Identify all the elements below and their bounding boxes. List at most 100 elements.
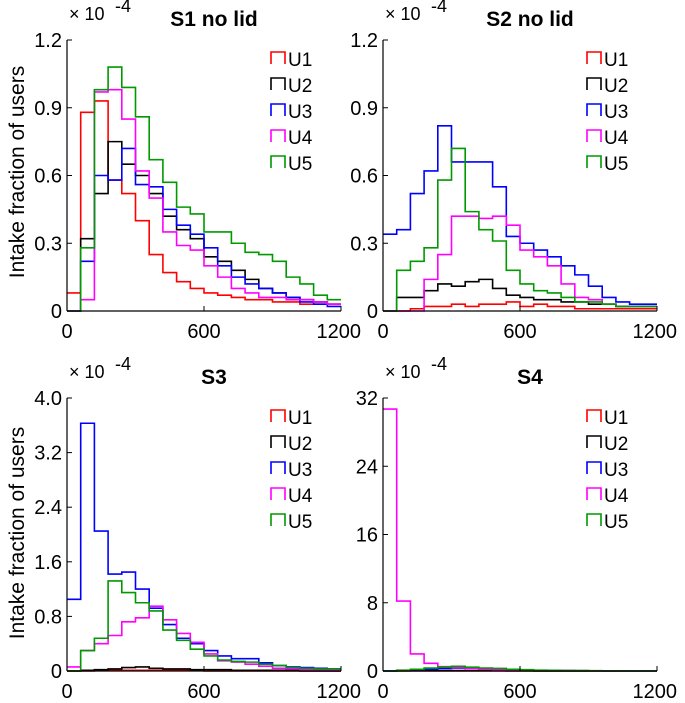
legend-swatch-u3 (586, 461, 602, 474)
series-u2-line (383, 278, 657, 312)
chart-title: S3 (201, 366, 227, 389)
legend-swatch-u4 (270, 487, 286, 500)
legend-label-u2: U2 (604, 434, 628, 455)
x-tick-label: 600 (503, 321, 536, 343)
series-u4-line (67, 88, 341, 312)
y-tick-label: 1.2 (350, 30, 378, 52)
x-tick-label: 600 (187, 681, 220, 703)
y-tick-label: 0 (51, 661, 62, 683)
legend-label-u5: U5 (288, 512, 312, 533)
legend-swatch-u2 (270, 77, 286, 90)
legend-label-u1: U1 (604, 50, 628, 71)
legend-swatch-u1 (586, 51, 602, 64)
series-u4-line (67, 605, 341, 672)
scale-exponent: -4 (431, 0, 447, 16)
y-tick-label: 0.3 (34, 233, 62, 255)
panel-s2: 0 0.3 0.6 0.9 1.2 0 600 1200 × 10 -4 S2 no lid U1 U2… (350, 0, 677, 343)
legend-label-u1: U1 (288, 50, 312, 71)
y-axis-label-bottom: Intake fraction of users (6, 427, 29, 639)
scale-exponent: -4 (431, 354, 447, 374)
y-tick-label: 1.6 (34, 552, 62, 574)
x-tick-label: 0 (61, 681, 72, 703)
y-tick-label: 0.6 (350, 166, 378, 188)
scale-factor-label: × 10 (385, 362, 421, 382)
x-tick-label: 1200 (633, 681, 678, 703)
y-tick-label: 4.0 (34, 388, 62, 410)
chart-title: S1 no lid (170, 8, 258, 31)
legend-label-u5: U5 (604, 154, 628, 175)
legend-swatch-u5 (586, 155, 602, 168)
legend-label-u4: U4 (604, 128, 629, 149)
legend-label-u4: U4 (288, 128, 313, 149)
series-u2-line (67, 666, 341, 672)
x-tick-label: 600 (503, 681, 536, 703)
x-tick-label: 1200 (633, 321, 678, 343)
legend-label-u2: U2 (288, 76, 312, 97)
legend-swatch-u5 (270, 513, 286, 526)
y-tick-label: 32 (356, 388, 378, 410)
series-u3-line (67, 147, 341, 312)
series-u5-line (67, 66, 341, 312)
legend-swatch-u5 (586, 513, 602, 526)
chart-title: S2 no lid (486, 8, 574, 31)
legend-label-u3: U3 (604, 460, 628, 481)
y-tick-label: 8 (367, 593, 378, 615)
y-tick-label: 3.2 (34, 443, 62, 465)
y-tick-label: 0.9 (350, 98, 378, 120)
legend-label-u2: U2 (604, 76, 628, 97)
x-tick-label: 0 (61, 321, 72, 343)
x-tick-label: 600 (187, 321, 220, 343)
panels: 0 0.3 0.6 0.9 1.2 0 600 1200 × 10 -4 S1 no lid U1 U2… (34, 0, 677, 703)
scale-exponent: -4 (115, 0, 131, 16)
legend-label-u3: U3 (288, 102, 312, 123)
scale-factor-label: × 10 (385, 4, 421, 24)
legend-label-u1: U1 (604, 408, 628, 429)
panel-s1: 0 0.3 0.6 0.9 1.2 0 600 1200 × 10 -4 S1 no lid U1 U2… (34, 0, 361, 343)
legend-label-u4: U4 (288, 486, 313, 507)
legend-swatch-u4 (586, 487, 602, 500)
scale-exponent: -4 (115, 354, 131, 374)
legend-swatch-u3 (586, 103, 602, 116)
y-tick-label: 0 (51, 301, 62, 323)
y-tick-label: 0.8 (34, 606, 62, 628)
legend-swatch-u4 (270, 129, 286, 142)
y-tick-label: 0 (367, 301, 378, 323)
legend-swatch-u5 (270, 155, 286, 168)
legend-swatch-u2 (586, 77, 602, 90)
chart-title: S4 (517, 366, 543, 389)
scale-factor-label: × 10 (69, 362, 105, 382)
panel-s3: 0 0.8 1.6 2.4 3.2 4.0 0 600 1200 × 10 -4 S3 U1 U2 U3 U4… (34, 354, 361, 703)
y-axis-label-top: Intake fraction of users (6, 66, 29, 278)
series-u5-line (67, 580, 341, 672)
legend-swatch-u1 (270, 51, 286, 64)
legend-swatch-u1 (586, 409, 602, 422)
legend-swatch-u3 (270, 461, 286, 474)
x-tick-label: 1200 (317, 681, 362, 703)
y-tick-label: 0.9 (34, 98, 62, 120)
y-tick-label: 1.2 (34, 30, 62, 52)
scale-factor-label: × 10 (69, 4, 105, 24)
panel-s4: 0 8 16 24 32 0 600 1200 × 10 -4 S4 U1 U2 U3 U4 U5 (356, 354, 677, 703)
legend-swatch-u1 (270, 409, 286, 422)
legend-label-u3: U3 (604, 102, 628, 123)
legend-label-u5: U5 (604, 512, 628, 533)
y-tick-label: 0.6 (34, 166, 62, 188)
x-tick-label: 1200 (317, 321, 362, 343)
legend-label-u3: U3 (288, 460, 312, 481)
series-u5-line (383, 147, 657, 312)
y-tick-label: 0 (367, 661, 378, 683)
y-tick-label: 16 (356, 525, 378, 547)
legend-label-u5: U5 (288, 154, 312, 175)
y-tick-label: 0.3 (350, 233, 378, 255)
legend-swatch-u3 (270, 103, 286, 116)
legend-label-u2: U2 (288, 434, 312, 455)
legend-swatch-u4 (586, 129, 602, 142)
y-tick-label: 24 (356, 456, 378, 478)
x-tick-label: 0 (377, 681, 388, 703)
legend-label-u4: U4 (604, 486, 629, 507)
y-tick-label: 2.4 (34, 497, 62, 519)
legend-label-u1: U1 (288, 408, 312, 429)
legend-swatch-u2 (586, 435, 602, 448)
legend-swatch-u2 (270, 435, 286, 448)
